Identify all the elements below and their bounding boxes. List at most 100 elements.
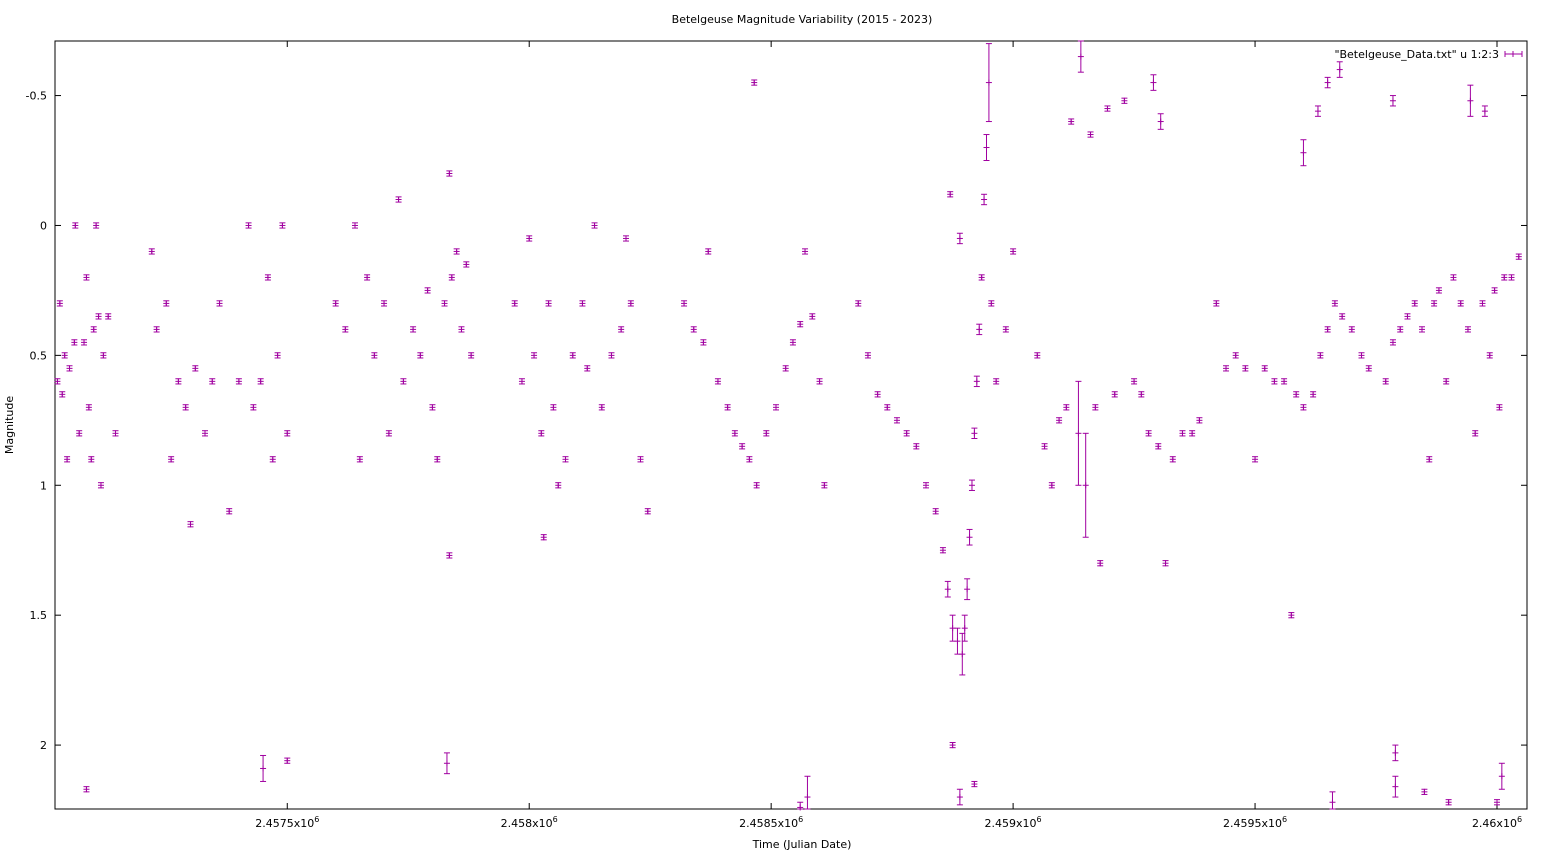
data-point [81, 339, 88, 346]
data-point [1389, 339, 1396, 346]
data-point [1145, 430, 1152, 437]
data-point [235, 378, 242, 385]
data-point [1481, 105, 1488, 117]
data-point [550, 404, 557, 411]
data-point [751, 79, 758, 86]
data-point [1077, 40, 1084, 73]
data-point [1261, 365, 1268, 372]
data-point [705, 248, 712, 255]
data-point [538, 430, 545, 437]
data-point [1310, 391, 1317, 398]
data-point [463, 261, 470, 268]
data-point [1358, 352, 1365, 359]
x-tick-label: 2.4575x106 [255, 815, 319, 830]
x-tick-exponent: 6 [798, 815, 803, 824]
data-point [279, 222, 286, 229]
data-point [622, 235, 629, 242]
data-point [1426, 456, 1433, 463]
legend-key [1504, 51, 1523, 57]
data-point [1314, 105, 1321, 117]
data-point [973, 375, 980, 388]
data-point [1501, 274, 1508, 281]
data-point [1138, 391, 1145, 398]
data-point [644, 508, 651, 515]
data-point [417, 352, 424, 359]
data-point [608, 352, 615, 359]
data-point [83, 786, 90, 793]
data-point [192, 365, 199, 372]
data-point [1421, 788, 1428, 795]
data-point [1121, 97, 1128, 104]
data-point [112, 430, 119, 437]
data-point [202, 430, 209, 437]
y-tick-label: 0 [40, 219, 47, 232]
data-point [961, 614, 968, 642]
data-point [1300, 404, 1307, 411]
data-point [72, 222, 79, 229]
data-point [216, 300, 223, 307]
data-point [1479, 300, 1486, 307]
data-point [71, 339, 78, 346]
data-point [371, 352, 378, 359]
data-point [983, 134, 990, 162]
data-point [153, 326, 160, 333]
data-point [1435, 287, 1442, 294]
data-point [923, 482, 930, 489]
data-point [453, 248, 460, 255]
data-point [579, 300, 586, 307]
data-point [531, 352, 538, 359]
data-point [1068, 118, 1075, 125]
data-point [714, 378, 721, 385]
data-point [690, 326, 697, 333]
data-point [424, 287, 431, 294]
data-point [1389, 95, 1396, 107]
data-points [54, 40, 1522, 811]
x-tick-exponent: 6 [1037, 815, 1042, 824]
data-point [1097, 560, 1104, 567]
data-point [985, 43, 992, 123]
data-point [724, 404, 731, 411]
data-point [1010, 248, 1017, 255]
data-point [342, 326, 349, 333]
data-point [809, 313, 816, 320]
data-point [54, 378, 61, 385]
data-point [700, 339, 707, 346]
data-point [90, 326, 97, 333]
data-point [446, 170, 453, 177]
data-point [1382, 378, 1389, 385]
data-point [981, 193, 988, 206]
data-point [260, 754, 267, 782]
data-point [356, 456, 363, 463]
data-point [518, 378, 525, 385]
data-point [1486, 352, 1493, 359]
data-point [1281, 378, 1288, 385]
data-point [1196, 417, 1203, 424]
data-point [1293, 391, 1300, 398]
data-point [209, 378, 216, 385]
data-point [257, 378, 264, 385]
data-point [364, 274, 371, 281]
data-point [569, 352, 576, 359]
data-point [274, 352, 281, 359]
chart-title: Betelgeuse Magnitude Variability (2015 -… [672, 13, 933, 26]
data-point [956, 788, 963, 806]
data-point [1404, 313, 1411, 320]
data-point [1493, 799, 1500, 806]
y-tick-label: 2 [40, 739, 47, 752]
data-point [410, 326, 417, 333]
data-point [1048, 482, 1055, 489]
data-point [1392, 775, 1399, 798]
data-point [148, 248, 155, 255]
y-tick-label: 0.5 [30, 349, 48, 362]
data-point [1111, 391, 1118, 398]
data-point [584, 365, 591, 372]
data-point [1271, 378, 1278, 385]
data-point [511, 300, 518, 307]
data-point [385, 430, 392, 437]
data-point [395, 196, 402, 203]
data-point [1075, 380, 1082, 486]
y-tick-label: 1.5 [30, 609, 48, 622]
data-point [1150, 74, 1157, 91]
data-point [746, 456, 753, 463]
data-point [97, 482, 104, 489]
